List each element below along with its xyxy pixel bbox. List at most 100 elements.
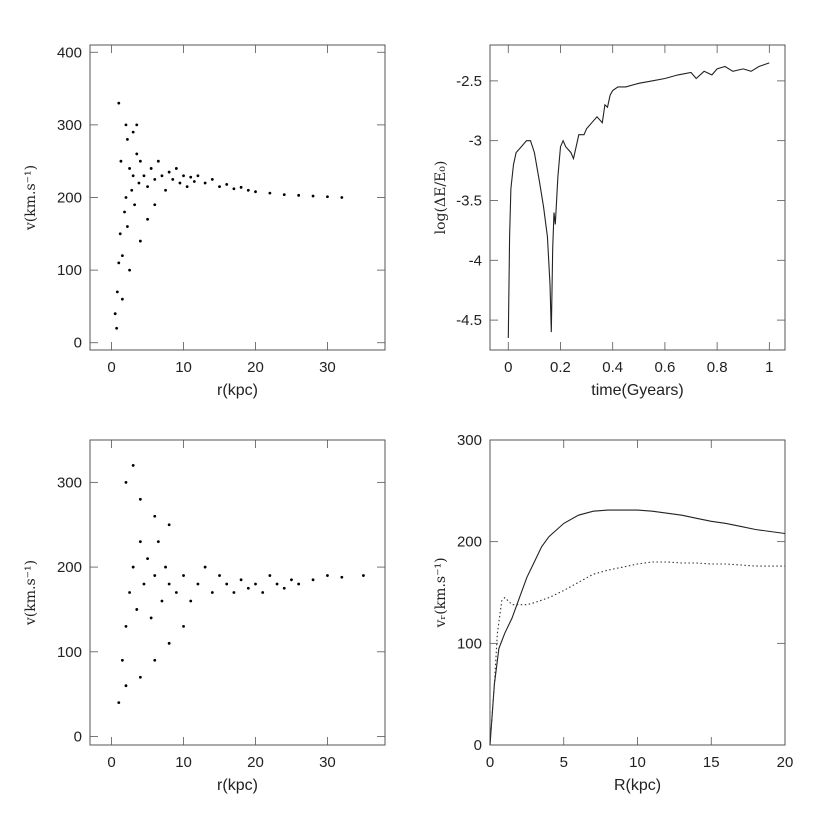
scatter-point (311, 194, 315, 198)
solid-curve (507, 62, 770, 339)
scatter-point (120, 658, 124, 662)
x-tick-label: 20 (777, 754, 794, 771)
scatter-point (138, 675, 142, 679)
x-tick-label: 0 (107, 754, 115, 771)
y-tick-label: 400 (57, 44, 82, 61)
scatter-point (282, 193, 286, 196)
scatter-point (167, 641, 171, 645)
y-tick-label: -3 (469, 133, 482, 150)
scatter-point (153, 203, 157, 207)
x-tick-label: 0 (486, 754, 494, 771)
scatter-point (290, 578, 293, 582)
scatter-point (131, 464, 135, 467)
scatter-point (311, 578, 315, 582)
scatter-point (164, 188, 167, 192)
scatter-point (239, 578, 243, 582)
scatter-point (124, 123, 128, 127)
scatter-point (118, 232, 122, 236)
scatter-point (182, 574, 185, 577)
scatter-point (128, 167, 131, 170)
scatter-point (142, 174, 146, 178)
y-tick-label: 0 (474, 737, 482, 754)
scatter-point (137, 181, 141, 185)
scatter-point (153, 658, 157, 662)
y-tick-label: -3.5 (456, 192, 482, 209)
y-tick-label: 300 (57, 117, 82, 134)
scatter-point (196, 582, 200, 586)
scatter-point (115, 290, 119, 294)
scatter-point (239, 185, 243, 189)
scatter-point (160, 599, 164, 603)
scatter-point (268, 191, 272, 195)
scatter-point (297, 582, 301, 586)
x-tick-label: 5 (560, 754, 568, 771)
scatter-point (153, 514, 157, 518)
y-tick-label: 200 (57, 190, 82, 207)
scatter-point (189, 175, 193, 179)
y-tick-label: -2.5 (456, 73, 482, 90)
x-tick-label: 0 (504, 359, 512, 376)
scatter-point (126, 138, 129, 141)
scatter-point (171, 177, 175, 181)
x-tick-label: 0 (107, 359, 115, 376)
scatter-point (156, 159, 160, 163)
scatter-point (210, 591, 214, 594)
scatter-point (153, 177, 157, 181)
scatter-point (268, 574, 272, 577)
scatter-point (297, 193, 301, 197)
y-tick-label: 100 (457, 635, 482, 652)
x-axis-label: r(kpc) (217, 777, 258, 794)
scatter-point (174, 591, 178, 594)
scatter-point (261, 591, 265, 594)
x-tick-label: 30 (319, 754, 336, 771)
scatter-point (182, 624, 185, 628)
scatter-point (131, 565, 135, 569)
x-tick-label: 0.8 (707, 359, 728, 376)
scatter-point (124, 684, 128, 688)
y-tick-label: 300 (57, 474, 82, 491)
x-tick-label: 0.4 (602, 359, 623, 376)
scatter-point (167, 170, 171, 174)
y-tick-label: 200 (57, 559, 82, 576)
scatter-point (131, 174, 135, 178)
axis-frame (89, 439, 386, 746)
panel-energy-error-vs-time: 0 0.2 0.4 0.6 0.8 1 -4.5 -4 -3.5 -3 -2.5 time(Gyear… (433, 44, 786, 399)
scatter-point (115, 326, 119, 330)
scatter-point (167, 523, 171, 527)
scatter-point (123, 210, 126, 214)
x-axis-label: time(Gyears) (591, 382, 683, 399)
scatter-point (135, 123, 139, 127)
scatter-point (254, 582, 257, 586)
solid-curve (489, 509, 786, 746)
y-axis-label: log(ΔE/E₀) (433, 161, 449, 235)
scatter-point (128, 268, 131, 272)
scatter-point (182, 174, 185, 178)
y-tick-label: -4 (469, 252, 482, 269)
scatter-point (149, 167, 153, 170)
scatter-point (138, 159, 142, 163)
scatter-point (117, 261, 121, 265)
scatter-point (124, 480, 128, 484)
y-tick-label: 100 (57, 644, 82, 661)
scatter-point (189, 599, 193, 603)
scatter-point (196, 174, 200, 178)
x-tick-label: 0.6 (654, 359, 675, 376)
scatter-point (246, 586, 250, 590)
scatter-point (246, 188, 250, 192)
scatter-point (142, 582, 146, 586)
x-tick-label: 1 (765, 359, 773, 376)
scatter-point (120, 297, 124, 301)
y-tick-label: 300 (457, 432, 482, 449)
scatter-point (149, 616, 153, 620)
scatter-point (113, 312, 117, 316)
scatter-point (138, 239, 142, 243)
scatter-point (167, 582, 171, 586)
scatter-point (178, 181, 182, 185)
scatter-point (120, 254, 124, 257)
dotted-curve (489, 561, 785, 746)
scatter-point (185, 185, 189, 189)
x-tick-label: 10 (629, 754, 646, 771)
